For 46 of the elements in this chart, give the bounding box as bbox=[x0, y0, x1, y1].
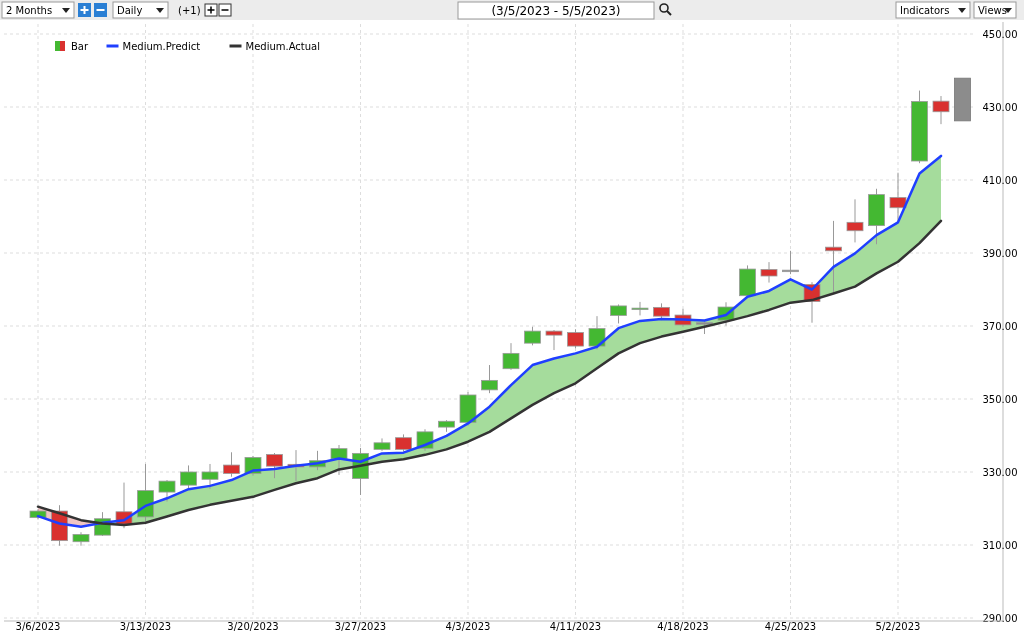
x-tick-label: 3/13/2023 bbox=[119, 621, 172, 632]
y-tick-label: 290.00 bbox=[982, 613, 1018, 624]
candlestick bbox=[481, 364, 498, 394]
y-tick-label: 310.00 bbox=[982, 540, 1018, 551]
text: 2 Months bbox=[6, 5, 53, 16]
legend-label: Medium.Predict bbox=[122, 41, 201, 52]
y-tick-label: 370.00 bbox=[982, 321, 1018, 332]
candlestick bbox=[631, 301, 649, 316]
legend-label: Medium.Actual bbox=[245, 41, 320, 52]
candlestick bbox=[158, 479, 176, 503]
candlestick bbox=[760, 261, 778, 284]
candlestick bbox=[502, 342, 520, 371]
candlestick bbox=[330, 444, 348, 476]
candlestick bbox=[180, 464, 197, 491]
text: Indicators bbox=[900, 5, 950, 16]
y-tick-label: 430.00 bbox=[982, 102, 1018, 113]
x-tick-label: 4/11/2023 bbox=[549, 621, 602, 632]
candlestick bbox=[588, 315, 606, 350]
y-tick-label: 330.00 bbox=[982, 467, 1018, 478]
x-tick-label: 4/18/2023 bbox=[657, 621, 709, 632]
candlestick bbox=[266, 452, 283, 479]
legend-label: Bar bbox=[71, 41, 89, 52]
candlestick bbox=[610, 303, 627, 324]
y-tick-label: 410.00 bbox=[982, 175, 1018, 186]
candlestick bbox=[545, 329, 563, 351]
x-tick-label: 3/20/2023 bbox=[227, 621, 279, 632]
candlestick bbox=[932, 95, 950, 125]
candlestick bbox=[223, 451, 240, 478]
y-tick-label: 390.00 bbox=[982, 248, 1018, 259]
text: Views bbox=[978, 5, 1007, 16]
x-tick-label: 4/25/2023 bbox=[764, 621, 817, 632]
x-tick-label: 3/27/2023 bbox=[334, 621, 387, 632]
x-tick-label: 4/3/2023 bbox=[445, 621, 491, 632]
candlestick bbox=[201, 463, 219, 490]
candlestick bbox=[846, 198, 864, 243]
candlestick bbox=[567, 328, 584, 349]
x-tick-label: 5/2/2023 bbox=[875, 621, 921, 632]
chart-title: (3/5/2023 - 5/5/2023) bbox=[491, 4, 621, 18]
x-tick-label: 3/6/2023 bbox=[15, 621, 61, 632]
candlestick bbox=[524, 326, 541, 346]
candlestick bbox=[825, 220, 842, 293]
text: Daily bbox=[117, 5, 143, 16]
y-tick-label: 350.00 bbox=[982, 394, 1018, 405]
candlestick bbox=[889, 172, 907, 223]
y-tick-label: 450.00 bbox=[982, 29, 1018, 40]
text: (+1) bbox=[178, 5, 201, 16]
